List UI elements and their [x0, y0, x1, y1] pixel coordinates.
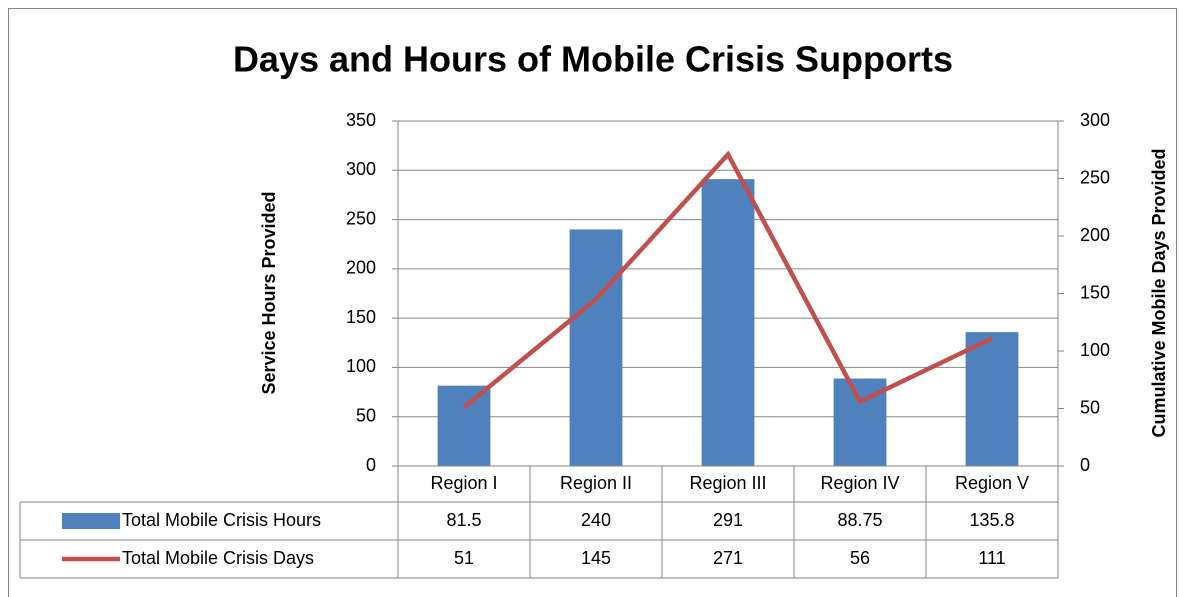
table-value: 81.5: [446, 510, 481, 530]
table-value: 145: [581, 548, 611, 568]
table-value: 51: [454, 548, 474, 568]
table-value: 111: [978, 548, 1005, 568]
table-value: 240: [581, 510, 611, 530]
y-tick-label: 200: [346, 258, 376, 278]
legend-swatch: [62, 513, 120, 529]
bar: [965, 332, 1019, 466]
y2-tick-label: 200: [1080, 225, 1110, 245]
y2-tick-label: 150: [1080, 282, 1110, 302]
y2-tick-label: 300: [1080, 110, 1110, 130]
table-value: 291: [713, 510, 743, 530]
x-tick-label: Region IV: [820, 473, 899, 493]
legend-label: Total Mobile Crisis Days: [122, 548, 314, 568]
y2-tick-label: 250: [1080, 167, 1110, 187]
y-tick-label: 150: [346, 307, 376, 327]
chart-title: Days and Hours of Mobile Crisis Supports: [233, 39, 953, 80]
y-tick-label: 350: [346, 110, 376, 130]
bar: [569, 229, 623, 466]
y-tick-label: 50: [356, 405, 376, 425]
y-tick-label: 300: [346, 159, 376, 179]
x-tick-label: Region II: [560, 473, 632, 493]
x-tick-label: Region III: [689, 473, 766, 493]
bar: [701, 179, 755, 466]
table-value: 135.8: [969, 510, 1014, 530]
x-tick-label: Region V: [955, 473, 1029, 493]
table-value: 88.75: [837, 510, 882, 530]
legend-label: Total Mobile Crisis Hours: [122, 510, 321, 530]
y2-tick-label: 50: [1080, 397, 1100, 417]
y2-axis-title: Cumulative Mobile Days Provided: [1149, 148, 1169, 437]
y-tick-label: 100: [346, 356, 376, 376]
y-tick-label: 250: [346, 208, 376, 228]
table-value: 271: [713, 548, 743, 568]
table-value: 56: [850, 548, 870, 568]
y-axis-title: Service Hours Provided: [259, 191, 279, 394]
y2-tick-label: 100: [1080, 340, 1110, 360]
line: [462, 150, 993, 410]
chart-border: [8, 8, 1177, 597]
bar: [437, 385, 491, 466]
x-tick-label: Region I: [430, 473, 497, 493]
y-tick-label: 0: [366, 455, 376, 475]
y2-tick-label: 0: [1080, 455, 1090, 475]
